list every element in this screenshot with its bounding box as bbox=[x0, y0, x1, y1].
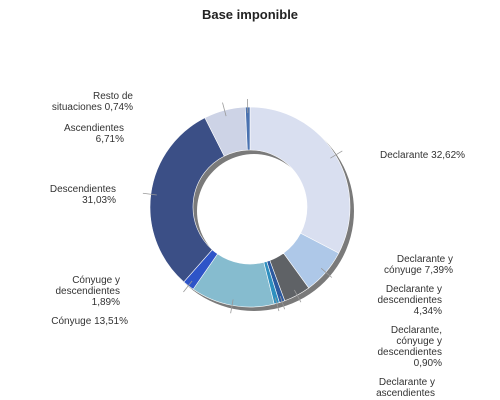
slice-label: Descendientes 31,03% bbox=[50, 184, 116, 206]
leader-line bbox=[142, 192, 157, 196]
leader-line bbox=[222, 102, 227, 117]
leader-line bbox=[230, 299, 234, 314]
slice-label: Declarante y descendientes 4,34% bbox=[378, 284, 443, 317]
slice-label: Resto de situaciones 0,74% bbox=[52, 91, 134, 113]
slice-label: Cónyuge y descendientes 1,89% bbox=[56, 275, 121, 308]
slice-label: Declarante 32,62% bbox=[380, 150, 465, 161]
slice-label: Declarante y ascendientes bbox=[376, 377, 435, 399]
slice-label: Declarante y cónyuge 7,39% bbox=[384, 254, 453, 276]
chart-title: Base imponible bbox=[202, 7, 298, 22]
leader-line bbox=[293, 289, 302, 303]
leader-line bbox=[320, 268, 333, 278]
leader-line bbox=[274, 297, 280, 312]
leader-line bbox=[183, 280, 193, 293]
donut-slice[interactable] bbox=[245, 106, 251, 151]
leader-line bbox=[330, 150, 343, 159]
slice-label: Cónyuge 13,51% bbox=[51, 316, 128, 327]
leader-line bbox=[279, 295, 286, 310]
donut-slice[interactable] bbox=[149, 117, 225, 283]
slice-label: Ascendientes 6,71% bbox=[64, 123, 124, 145]
slice-label: Declarante, cónyuge y descendientes 0,90% bbox=[378, 325, 443, 369]
donut-slice[interactable] bbox=[249, 106, 351, 254]
